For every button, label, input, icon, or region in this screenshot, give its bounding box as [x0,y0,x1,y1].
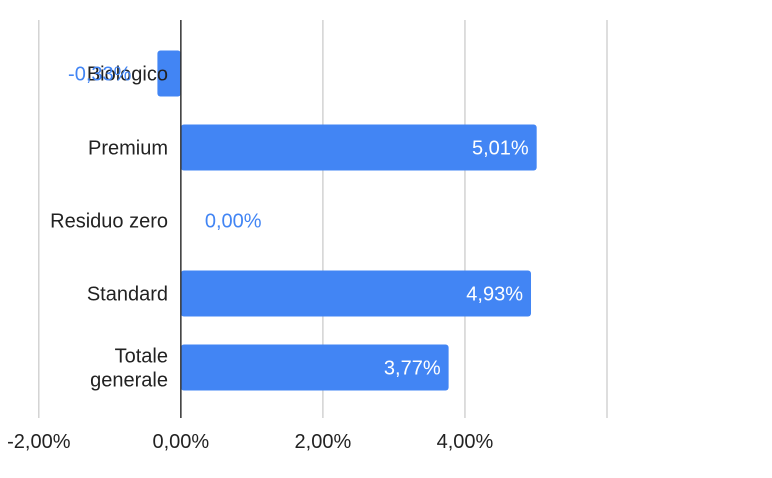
category-label-totale-generale: Totale generale [90,346,168,392]
data-label-biologico: -0,33% [68,64,132,86]
bar-premium [180,124,537,171]
data-labels: -0,33% 5,01% 0,00% 4,93% 3,77% [68,64,529,380]
data-label-totale-generale: 3,77% [384,358,441,380]
category-label-residuo-zero: Residuo zero [50,211,168,233]
x-tick-label-0-00: 0,00% [152,431,209,453]
bar-biologico [157,50,181,97]
category-label-standard: Standard [87,284,168,306]
category-label-premium: Premium [88,138,168,160]
x-tick-label-2-00: -2,00% [7,431,71,453]
bar-standard [180,270,532,317]
data-label-standard: 4,93% [466,284,523,306]
x-tick-label-2-00: 2,00% [295,431,352,453]
category-label-biologico: Biologico [87,64,168,86]
x-axis-tick-labels: -2,00% 0,00% 2,00% 4,00% [7,431,493,453]
data-label-residuo-zero: 0,00% [205,211,262,233]
category-labels: Biologico Premium Residuo zero Standard Tota… [50,64,168,392]
bar-totale-generale [180,344,449,391]
x-tick-label-4-00: 4,00% [437,431,494,453]
data-label-premium: 5,01% [472,138,529,160]
bars [157,50,537,391]
